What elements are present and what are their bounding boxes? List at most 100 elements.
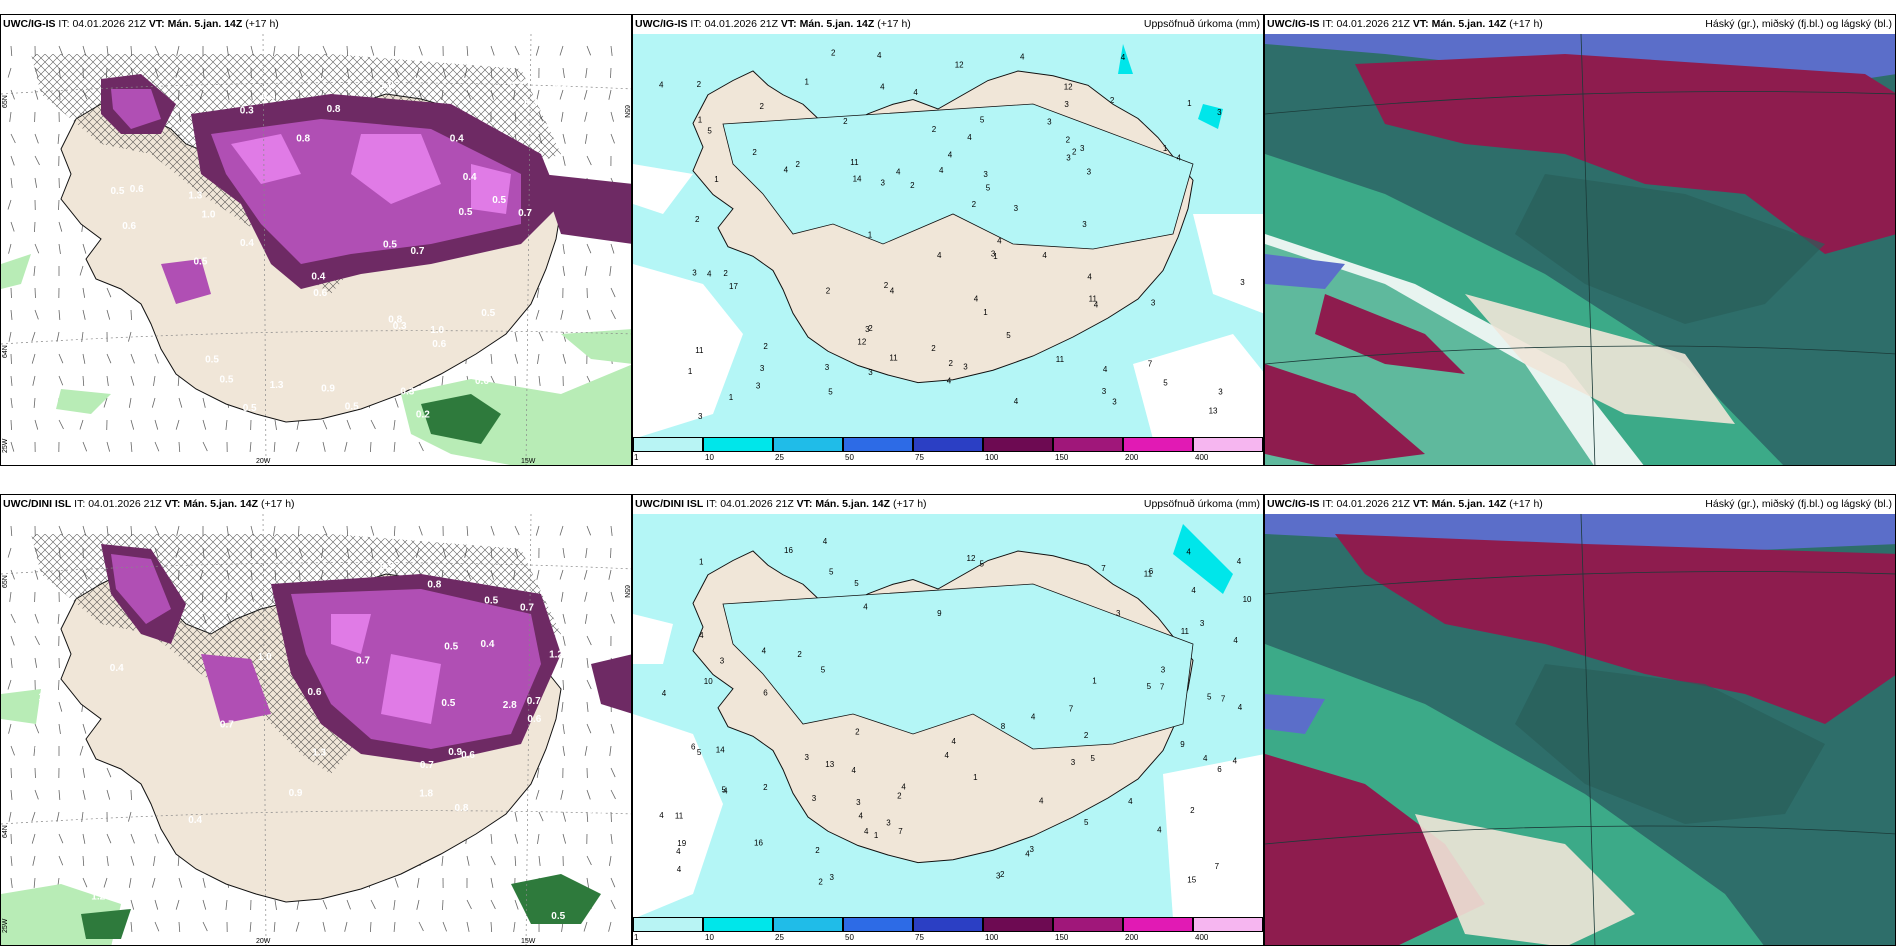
it-label: IT: [1322,18,1334,30]
value-label: 0.7 [518,208,532,219]
value-label: 1.0 [202,210,216,221]
wind-barb [344,921,348,932]
value-label: 0.5 [345,402,359,413]
wind-barb [538,855,541,866]
value-label: 4 [997,237,1002,246]
value-label: 4 [901,783,906,792]
panel-header: UWC/IG-IS IT: 04.01.2026 21Z VT: Mán. 5.… [1265,15,1895,34]
value-label: 5 [854,579,859,588]
wind-barb [225,899,228,910]
value-label: 3 [996,872,1001,881]
value-label: 17 [729,282,738,291]
value-label: 1.0 [258,652,272,663]
wind-barb [33,397,36,408]
value-label: 0.5 [380,561,394,572]
wind-barb [153,855,156,866]
value-label: 1 [688,367,693,376]
lead-time: (+17 h) [245,18,279,30]
model-name: UWC/IG-IS [635,18,688,30]
value-label: 2 [1110,96,1115,105]
wind-barb [610,899,616,910]
wind-barb [346,899,351,910]
value-label: 0.9 [289,788,303,799]
wind-barb [586,243,592,254]
wind-barb [154,419,159,430]
graticule [1,34,631,465]
value-label: 0.7 [527,696,541,707]
value-label: 3 [698,412,703,421]
wind-barb [202,921,208,932]
precip-area [722,103,1194,250]
colorbar-swatch [913,917,983,932]
value-label: 0.7 [420,760,434,771]
wind-barb [441,375,444,386]
value-label: 3 [1218,388,1223,397]
wind-barb [202,899,207,910]
valid-time: Mán. 5.jan. 14Z [183,498,259,510]
value-label: 0.7 [356,656,370,667]
value-label: 0.8 [388,315,402,326]
value-label: 3 [720,656,725,665]
field-title: Háský (gr.), miðský (fj.bl.) og lágský (… [1705,18,1892,30]
wind-barb [154,353,159,364]
lead-time: (+17 h) [892,498,927,510]
value-label: 3 [756,382,761,391]
value-label: 5 [821,666,826,675]
value-label: 3 [856,798,861,807]
wind-barb [610,547,612,559]
colorbar-swatch [843,437,913,452]
wind-barb [79,745,84,756]
value-label: 2 [1190,806,1195,815]
value-label: 3 [1030,845,1035,854]
wind-barb [322,45,328,56]
valid-time: Mán. 5.jan. 14Z [815,498,891,510]
colorbar-tick-label: 200 [1125,933,1139,942]
wind-barb [514,353,519,364]
value-label: 12 [955,61,964,70]
value-label: 12 [967,554,976,563]
wind-barb [34,419,39,430]
init-time: 04.01.2026 21Z [88,498,162,510]
wind-barb [514,375,517,387]
value-label: 4 [677,865,682,874]
wind-barb [34,723,40,734]
wind-barb [610,133,615,144]
wind-barb [7,547,12,558]
wind-barb [610,111,614,122]
value-label: 5 [697,748,702,757]
value-label: 13 [825,760,834,769]
wind-barb [535,45,540,56]
value-label: 3 [1047,118,1052,127]
wind-barb [175,899,180,910]
value-label: 1 [1187,99,1192,108]
value-label: 0.5 [419,877,433,888]
wind-barb [610,45,613,56]
wind-barb [10,89,15,100]
value-label: 0.4 [474,366,488,377]
init-time: 04.01.2026 21Z [704,18,778,30]
wind-barb [586,723,592,734]
wind-barb [586,789,591,800]
lat-label: 64N [2,345,9,358]
value-label: 3 [868,368,873,377]
value-label: 4 [699,631,704,640]
wind-barb [609,745,612,756]
wind-barb [128,877,132,888]
wind-barb [466,525,469,536]
wind-barb [130,921,133,932]
colorbar-tick-label: 1 [634,453,639,462]
value-label: 0.9 [321,384,335,395]
wind-barb [514,855,517,867]
value-label: 2 [855,728,860,737]
value-label: 0.6 [599,906,613,917]
wind-barb [178,921,181,933]
wind-barb [490,525,495,536]
wind-barb [9,591,12,602]
wind-barb [249,921,252,932]
wind-barb [106,767,112,778]
wind-barb [537,353,540,364]
wind-barb [586,811,589,823]
wind-barb [10,177,13,188]
value-label: 13 [1209,407,1218,416]
wind-barb [10,789,13,800]
